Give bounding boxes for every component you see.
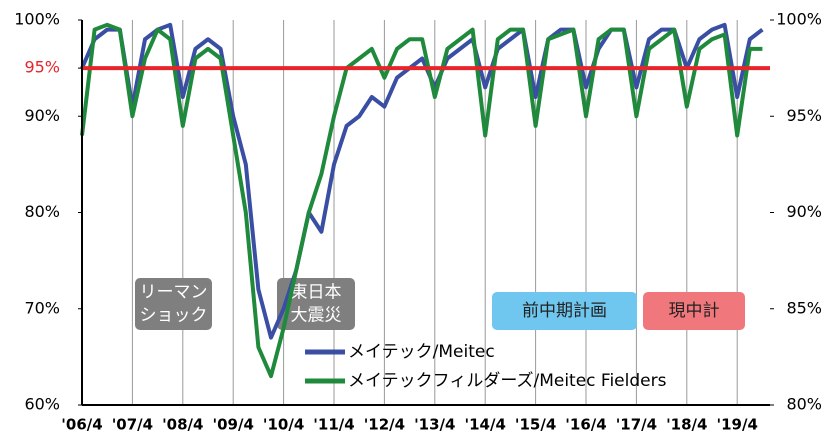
series-line xyxy=(80,22,763,379)
y2-tick-label: 85% xyxy=(786,298,822,317)
annotation-box xyxy=(492,292,637,330)
y2-tick-label: 95% xyxy=(786,106,822,125)
annotation-text: 現中計 xyxy=(669,301,720,321)
y-tick-label: 90% xyxy=(24,106,60,125)
x-tick-label: '14/4 xyxy=(465,416,506,434)
series-line xyxy=(80,22,764,340)
x-tick-label: '11/4 xyxy=(313,416,354,434)
x-tick-label: '15/4 xyxy=(515,416,556,434)
y-tick-label: 80% xyxy=(24,202,60,221)
x-tick-label: '12/4 xyxy=(364,416,405,434)
x-tick-label: '07/4 xyxy=(112,416,153,434)
legend-label: メイテックフィルダーズ/Meitec Fielders xyxy=(348,371,667,391)
y-tick-label: 70% xyxy=(24,298,60,317)
annotation-text: 東日本 xyxy=(291,283,342,303)
x-tick-label: '09/4 xyxy=(213,416,254,434)
x-tick-label: '18/4 xyxy=(666,416,707,434)
x-tick-label: '19/4 xyxy=(717,416,758,434)
y-tick-label: 60% xyxy=(24,395,60,414)
annotation-text: 大震災 xyxy=(291,306,342,326)
x-tick-label: '10/4 xyxy=(263,416,304,434)
y2-tick-label: 100% xyxy=(776,10,822,29)
y2-tick-label: 90% xyxy=(786,202,822,221)
x-tick-label: '06/4 xyxy=(61,416,102,434)
y2-tick-label: 80% xyxy=(786,395,822,414)
annotation-text: 前中期計画 xyxy=(522,301,607,321)
annotation-text: リーマン xyxy=(140,283,208,303)
x-tick-label: '08/4 xyxy=(162,416,203,434)
annotation-box xyxy=(135,278,212,330)
y-tick-label: 100% xyxy=(14,10,60,29)
annotation-box xyxy=(277,278,355,330)
annotation-box xyxy=(643,292,745,330)
x-tick-label: '16/4 xyxy=(565,416,606,434)
x-tick-label: '17/4 xyxy=(616,416,657,434)
x-tick-label: '13/4 xyxy=(414,416,455,434)
annotation-text: ショック xyxy=(140,306,208,326)
y-tick-label: 95% xyxy=(24,58,60,77)
legend-label: メイテック/Meitec xyxy=(348,342,495,362)
